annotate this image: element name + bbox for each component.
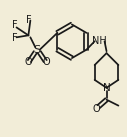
Text: F: F xyxy=(12,20,17,30)
Text: O: O xyxy=(42,57,50,67)
Text: NH: NH xyxy=(92,36,107,46)
Text: S: S xyxy=(34,45,41,55)
Text: O: O xyxy=(25,57,32,67)
Text: F: F xyxy=(12,33,17,43)
Text: N: N xyxy=(103,83,110,93)
Text: O: O xyxy=(93,104,100,114)
Text: F: F xyxy=(26,15,31,25)
